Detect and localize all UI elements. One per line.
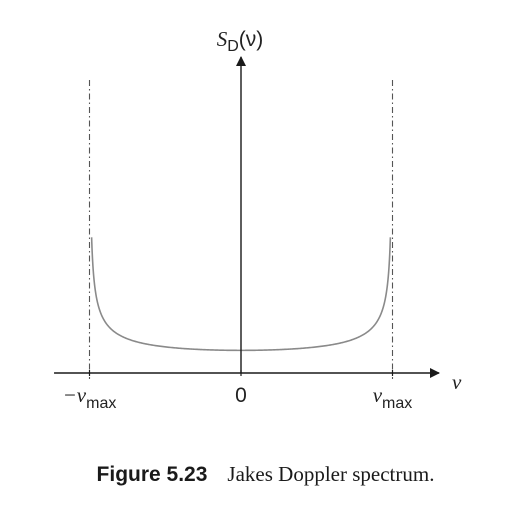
y-axis-label: SD(ν) <box>217 27 264 55</box>
x-axis-label: ν <box>452 370 462 394</box>
x-tick-label-subscript: max <box>382 395 412 412</box>
figure-number: Figure 5.23 <box>96 463 208 486</box>
figure-caption: Figure 5.23 Jakes Doppler spectrum. <box>0 462 531 487</box>
x-tick-label-main: −ν <box>63 383 87 407</box>
x-tick-label-main: 0 <box>235 384 247 407</box>
x-tick-label-main: ν <box>373 383 383 407</box>
x-tick-label: νmax <box>373 383 413 412</box>
y-axis-label-argument: (ν) <box>239 28 264 51</box>
x-tick-label: 0 <box>235 384 247 407</box>
y-axis-label-subscript: D <box>227 38 239 55</box>
x-tick-labels: −νmax 0 νmax <box>63 383 413 412</box>
y-axis-label-symbol: S <box>217 27 228 51</box>
x-tick-label: −νmax <box>63 383 117 412</box>
asymptote-group <box>88 80 394 379</box>
x-tick-label-subscript: max <box>86 395 116 412</box>
x-tick-marks <box>88 370 394 376</box>
figure-title: Jakes Doppler spectrum. <box>227 462 435 486</box>
